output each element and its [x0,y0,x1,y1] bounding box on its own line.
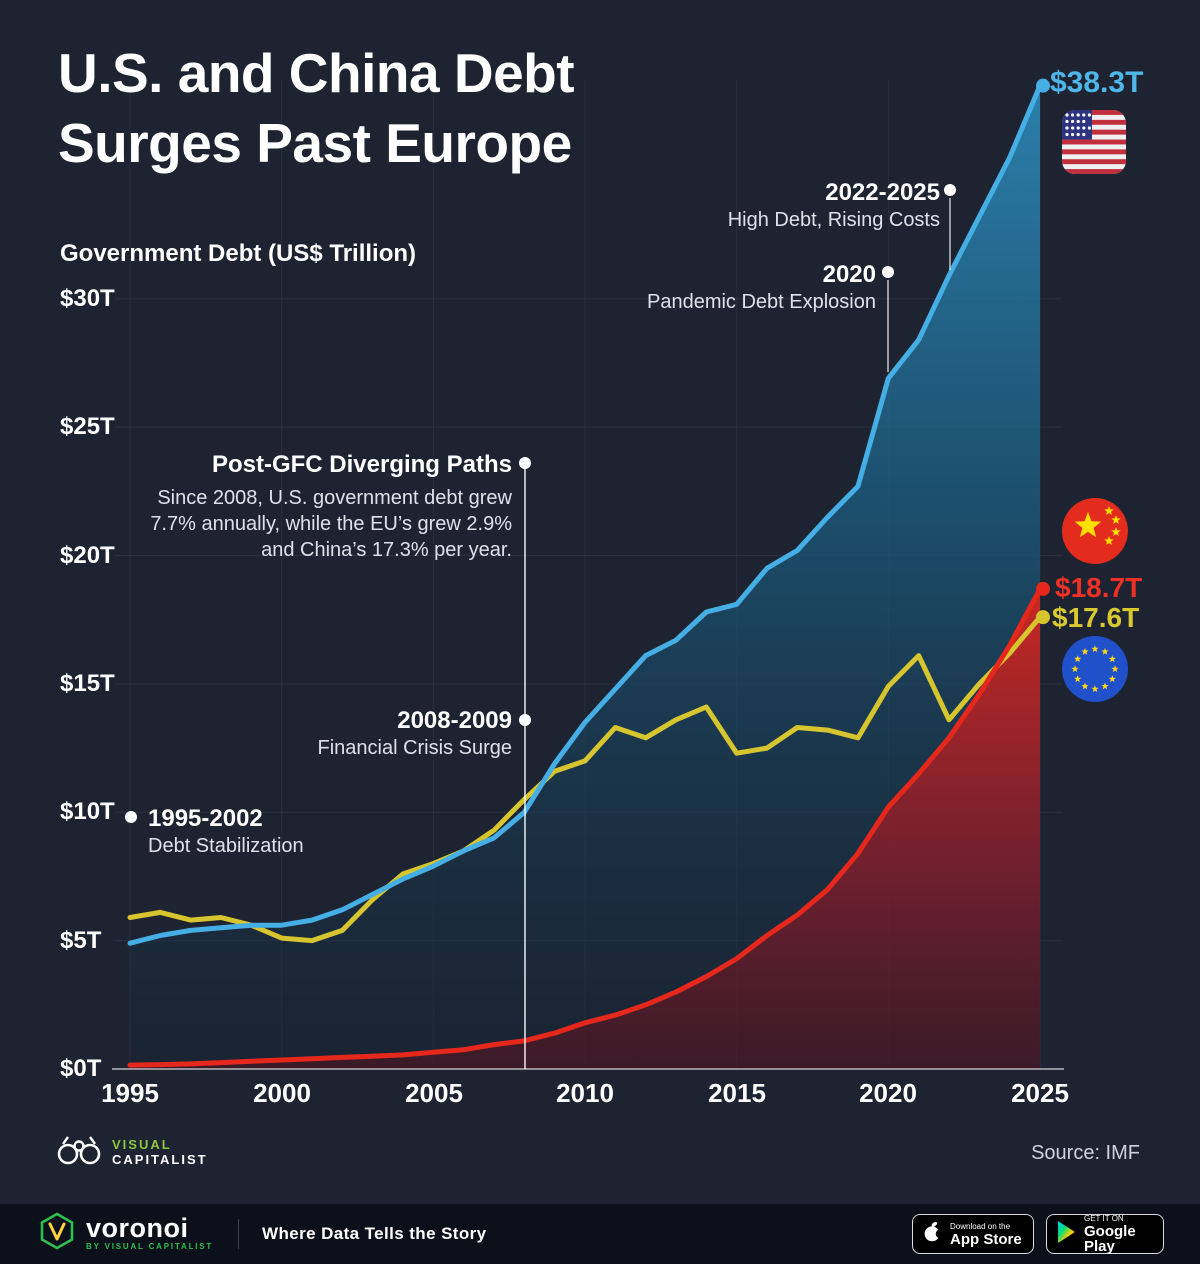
annotation-dot [125,811,137,823]
china-flag-icon [1062,498,1128,569]
footer-tagline: Where Data Tells the Story [262,1224,487,1243]
voronoi-wordmark: voronoi [86,1213,189,1243]
voronoi-logo: voronoi BY VISUAL CAPITALIST [38,1212,213,1255]
source-credit: Source: IMF [1031,1142,1140,1164]
voronoi-icon [38,1212,76,1255]
annotation-1995-2002: 1995-2002 Debt Stabilization [148,805,304,857]
x-tick-label: 1995 [101,1078,159,1108]
annotation-2020: 2020 Pandemic Debt Explosion [646,261,876,313]
annotation-post-gfc: Post-GFC Diverging Paths Since 2008, U.S… [150,451,512,561]
apple-icon [923,1219,945,1250]
annotation-dot [944,184,956,196]
annotation-dot [519,457,531,469]
voronoi-byline: BY VISUAL CAPITALIST [86,1242,214,1251]
annotation-dot [519,714,531,726]
x-tick-label: 2020 [859,1078,917,1108]
footer-divider [238,1219,239,1249]
x-tick-label: 2025 [1011,1078,1069,1108]
us-debt-value-label: $38.3T [1050,66,1144,99]
annotation-2022-2025: 2022-2025 High Debt, Rising Costs [727,179,940,231]
eu-debt-value-label: $17.6T [1052,602,1140,633]
logo-word-visual: VISUAL [112,1136,172,1152]
x-tick-label: 2015 [708,1078,766,1108]
logo-word-capitalist: CAPITALIST [112,1151,208,1167]
x-tick-label: 2010 [556,1078,614,1108]
x-tick-label: 2005 [405,1078,463,1108]
y-tick-label: $15T [60,670,115,697]
gfc-reference-line [524,468,526,1069]
annotation-leader-2022 [949,198,951,270]
annotation-dot [882,266,894,278]
china-debt-value-label: $18.7T [1055,572,1143,603]
y-tick-label: $25T [60,413,115,440]
annotation-2008-2009: 2008-2009 Financial Crisis Surge [317,707,512,759]
y-tick-label: $0T [60,1055,102,1082]
y-tick-label: $10T [60,798,115,825]
y-tick-label: $5T [60,927,102,954]
google-play-badge[interactable]: GET IT ON Google Play [1046,1214,1164,1254]
app-store-badge[interactable]: Download on the App Store [912,1214,1034,1254]
y-axis-title: Government Debt (US$ Trillion) [60,240,417,267]
page-title: U.S. and China Debt Surges Past Europe [58,42,575,174]
visual-capitalist-logo: VISUAL CAPITALIST [56,1132,208,1171]
google-play-icon [1057,1220,1077,1249]
us-flag-icon [1062,110,1126,179]
binoculars-icon [56,1132,102,1171]
eu-flag-icon [1062,636,1128,707]
x-tick-label: 2000 [253,1078,311,1108]
y-tick-label: $20T [60,542,115,569]
y-tick-label: $30T [60,285,115,312]
annotation-leader-2020 [887,280,889,372]
